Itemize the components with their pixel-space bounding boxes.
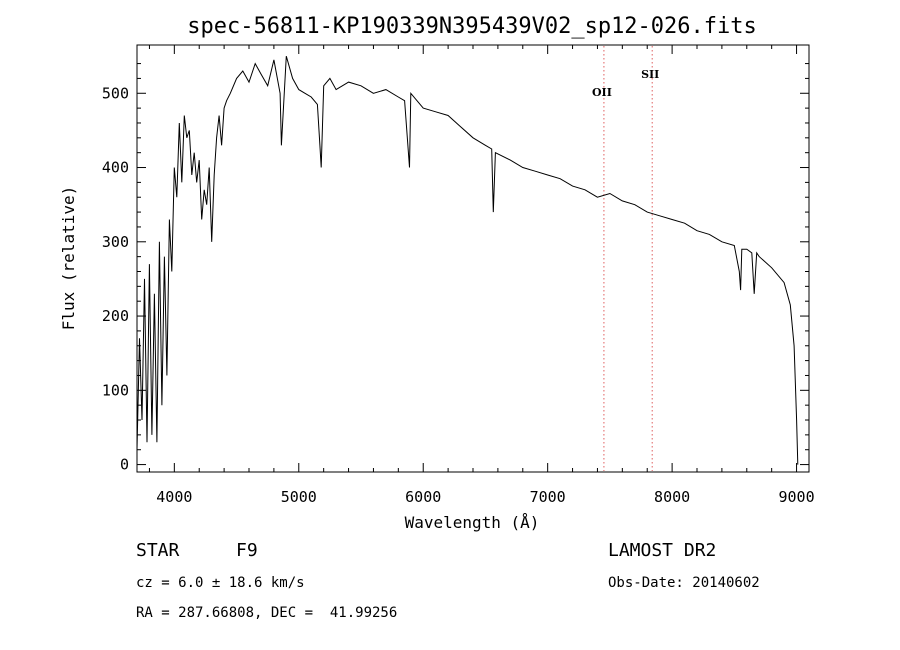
y-tick-label: 500 <box>102 84 129 102</box>
object-class: STAR <box>136 540 180 561</box>
survey-name: LAMOST DR2 <box>608 540 717 561</box>
spectrum-line <box>136 55 799 465</box>
y-tick-label: 300 <box>102 233 129 251</box>
x-axis-label: Wavelength (Å) <box>405 513 540 532</box>
axis-ticks: 4000 5000 6000 7000 8000 9000 0 100 200 300 400 500 <box>102 45 815 506</box>
x-tick-label: 5000 <box>281 488 317 506</box>
x-tick-label: 9000 <box>778 488 814 506</box>
object-subclass: F9 <box>236 540 258 561</box>
x-tick-label: 7000 <box>530 488 566 506</box>
redshift-velocity: cz = 6.0 ± 18.6 km/s <box>136 575 305 591</box>
emission-lines: OII SII <box>592 46 659 471</box>
x-tick-label: 6000 <box>405 488 441 506</box>
x-tick-label: 8000 <box>654 488 690 506</box>
y-tick-label: 200 <box>102 307 129 325</box>
y-axis-label: Flux (relative) <box>59 186 78 331</box>
coordinates: RA = 287.66808, DEC = 41.99256 <box>136 605 398 621</box>
x-tick-label: 4000 <box>156 488 192 506</box>
y-tick-label: 400 <box>102 159 129 177</box>
y-tick-label: 100 <box>102 381 129 399</box>
emission-line-label: OII <box>592 86 612 99</box>
chart-title: spec-56811-KP190339N395439V02_sp12-026.f… <box>187 14 757 39</box>
observation-date: Obs-Date: 20140602 <box>608 575 760 591</box>
emission-line-label: SII <box>641 68 659 81</box>
y-tick-label: 0 <box>120 456 129 474</box>
plot-frame <box>136 44 810 473</box>
